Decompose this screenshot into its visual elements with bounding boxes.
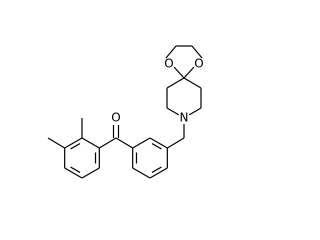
bond — [166, 77, 185, 89]
bond — [149, 167, 168, 179]
atom-label: N — [180, 111, 189, 125]
bond — [166, 107, 180, 116]
bond — [64, 167, 83, 179]
bond — [47, 137, 65, 149]
label-bg — [178, 112, 190, 124]
structure-diagram: O N O O — [47, 45, 205, 179]
bond — [167, 137, 185, 149]
bond — [183, 77, 202, 89]
bond — [81, 167, 100, 179]
bond — [165, 45, 177, 59]
bond — [132, 167, 151, 179]
bond — [191, 45, 203, 59]
atom-label: O — [111, 111, 120, 125]
bond — [151, 143, 162, 150]
label-bg — [193, 58, 205, 70]
atom-labels: O N O O — [110, 57, 205, 125]
label-bg — [163, 58, 175, 70]
bond — [81, 137, 100, 149]
bonds — [47, 45, 203, 179]
label-bg — [110, 112, 122, 124]
bond — [132, 137, 151, 149]
bond — [64, 137, 83, 149]
bond — [99, 137, 117, 149]
atom-label: O — [164, 57, 173, 71]
bond — [70, 143, 81, 150]
bond — [188, 107, 202, 116]
bond — [70, 166, 81, 173]
bond — [173, 66, 185, 79]
bond — [149, 137, 168, 149]
bond — [183, 66, 195, 79]
bond — [115, 137, 133, 149]
bond — [151, 166, 162, 173]
page: O N O O (() => { const data = JSON.parse… — [47, 45, 205, 179]
atom-label: O — [194, 57, 203, 71]
